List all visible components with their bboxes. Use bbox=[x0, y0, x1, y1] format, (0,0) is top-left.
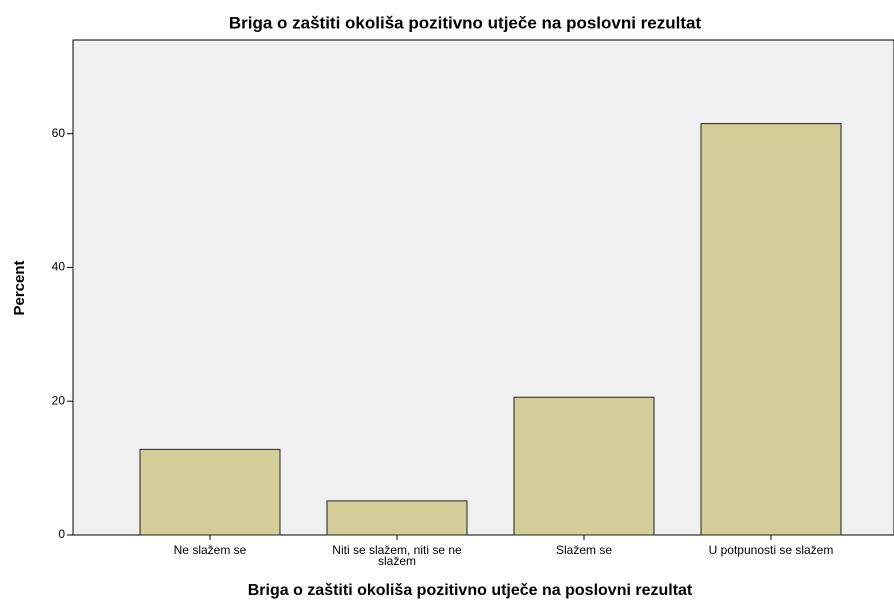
y-tick-label: 60 bbox=[52, 126, 66, 140]
bar bbox=[700, 123, 842, 536]
x-tick-label: Niti se slažem, niti se ne slažem bbox=[332, 543, 462, 568]
bar bbox=[326, 500, 468, 536]
y-tick-label: 20 bbox=[52, 393, 66, 407]
y-tick-label: 40 bbox=[52, 260, 66, 274]
chart-title: Briga o zaštiti okoliša pozitivno utječe… bbox=[229, 13, 702, 32]
bar bbox=[139, 448, 281, 536]
bar bbox=[513, 396, 655, 536]
y-tick-label: 0 bbox=[58, 527, 65, 541]
x-tick-label: U potpunosti se slažem bbox=[708, 543, 834, 557]
x-tick-label: Slažem se bbox=[555, 543, 613, 557]
y-axis-label: Percent bbox=[11, 260, 28, 315]
x-axis-label: Briga o zaštiti okoliša pozitivno utječe… bbox=[248, 582, 693, 599]
x-tick-label: Ne slažem se bbox=[173, 543, 247, 557]
